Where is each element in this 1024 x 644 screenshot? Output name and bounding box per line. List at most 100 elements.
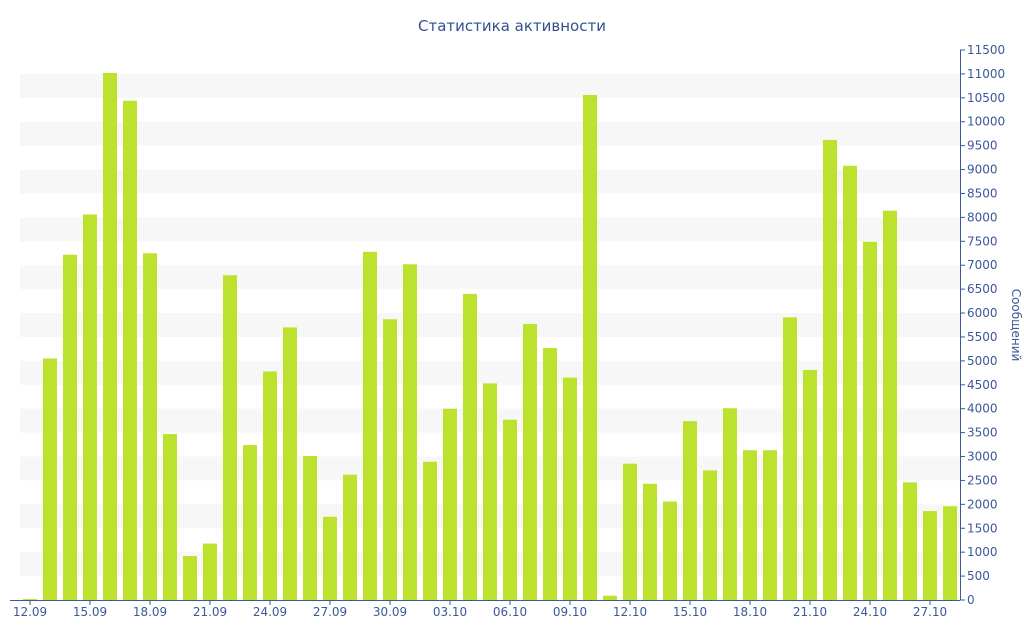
bar	[23, 599, 37, 600]
y-tick-label: 3500	[967, 426, 998, 440]
bar	[683, 421, 697, 600]
y-tick-label: 2000	[967, 497, 998, 511]
y-tick-label: 4500	[967, 378, 998, 392]
grid-band	[20, 313, 960, 337]
y-tick-label: 7000	[967, 258, 998, 272]
bar	[943, 506, 957, 600]
y-tick-label: 5500	[967, 330, 998, 344]
y-tick-label: 11000	[967, 67, 1005, 81]
grid-band	[20, 360, 960, 385]
x-tick-label: 06.10	[493, 605, 527, 619]
y-tick-label: 10500	[967, 91, 1005, 105]
y-tick-label: 9500	[967, 139, 998, 153]
chart-title: Статистика активности	[418, 17, 606, 35]
y-tick-label: 11500	[967, 43, 1005, 57]
bar	[163, 434, 177, 600]
bar	[823, 139, 837, 600]
bar-series	[23, 72, 957, 601]
y-tick-label: 5000	[967, 354, 998, 368]
y-tick-label: 3000	[967, 450, 998, 464]
bar	[903, 482, 917, 600]
x-tick-label: 27.10	[913, 605, 947, 619]
bar	[63, 254, 77, 600]
bar	[283, 327, 297, 600]
bar	[603, 595, 617, 600]
bar	[183, 556, 197, 600]
x-tick-label: 30.09	[373, 605, 407, 619]
y-tick-label: 9000	[967, 163, 998, 177]
y-tick-label: 7500	[967, 234, 998, 248]
bar	[423, 461, 437, 600]
bar	[563, 377, 577, 600]
y-tick-label: 6500	[967, 282, 998, 296]
bar	[263, 371, 277, 600]
bar	[243, 445, 257, 600]
x-tick-label: 09.10	[553, 605, 587, 619]
bar	[583, 94, 597, 601]
y-tick-label: 0	[967, 593, 975, 607]
x-tick-label: 12.10	[613, 605, 647, 619]
x-tick-label: 03.10	[433, 605, 467, 619]
bar	[723, 408, 737, 600]
bar	[443, 408, 457, 600]
bar	[703, 470, 717, 600]
y-axis: 0 500 1000 1500 2000 2500 3000 3500 4000 4500 5000…	[960, 43, 1005, 607]
grid-band	[20, 121, 960, 146]
grid-band	[20, 169, 960, 194]
y-tick-label: 1000	[967, 545, 998, 559]
bar	[43, 358, 57, 600]
bar	[303, 456, 317, 600]
bar	[523, 324, 537, 600]
y-tick-label: 500	[967, 569, 990, 583]
x-tick-label: 21.09	[193, 605, 227, 619]
x-axis: 12.09 15.09 18.09 21.09 24.09 27.09 30.09 03.10…	[10, 600, 960, 619]
bar	[883, 210, 897, 600]
bar	[843, 165, 857, 601]
y-tick-label: 1500	[967, 521, 998, 535]
bar	[503, 419, 517, 600]
bar	[783, 317, 797, 600]
bar	[543, 347, 557, 600]
bar	[483, 383, 497, 600]
bar	[663, 501, 677, 600]
bar	[343, 474, 357, 600]
bar	[223, 275, 237, 600]
bar	[863, 241, 877, 600]
x-tick-label: 12.09	[13, 605, 47, 619]
bar	[923, 511, 937, 600]
x-tick-label: 21.10	[793, 605, 827, 619]
bar	[383, 319, 397, 600]
bar	[803, 369, 817, 600]
bar	[83, 214, 97, 600]
x-tick-label: 18.09	[133, 605, 167, 619]
x-tick-label: 15.09	[73, 605, 107, 619]
y-tick-label: 4000	[967, 402, 998, 416]
bar	[743, 450, 757, 600]
y-tick-label: 8500	[967, 186, 998, 200]
x-tick-label: 27.09	[313, 605, 347, 619]
x-tick-label: 24.09	[253, 605, 287, 619]
bar	[323, 516, 337, 600]
grid-band	[20, 265, 960, 290]
bar	[143, 253, 157, 600]
bar	[463, 293, 477, 600]
x-tick-label: 24.10	[853, 605, 887, 619]
bar	[643, 483, 657, 600]
bar	[123, 100, 137, 600]
x-tick-label: 15.10	[673, 605, 707, 619]
x-tick-label: 18.10	[733, 605, 767, 619]
bar	[763, 450, 777, 600]
y-tick-label: 10000	[967, 115, 1005, 129]
bar	[203, 543, 217, 600]
bar	[623, 463, 637, 600]
y-tick-label: 2500	[967, 473, 998, 487]
bar	[363, 251, 377, 600]
bar	[103, 72, 117, 600]
grid-band	[20, 73, 960, 98]
y-tick-label: 6000	[967, 306, 998, 320]
y-axis-label: Сообщений	[1009, 289, 1023, 362]
bar	[403, 264, 417, 600]
grid-band	[20, 217, 960, 242]
